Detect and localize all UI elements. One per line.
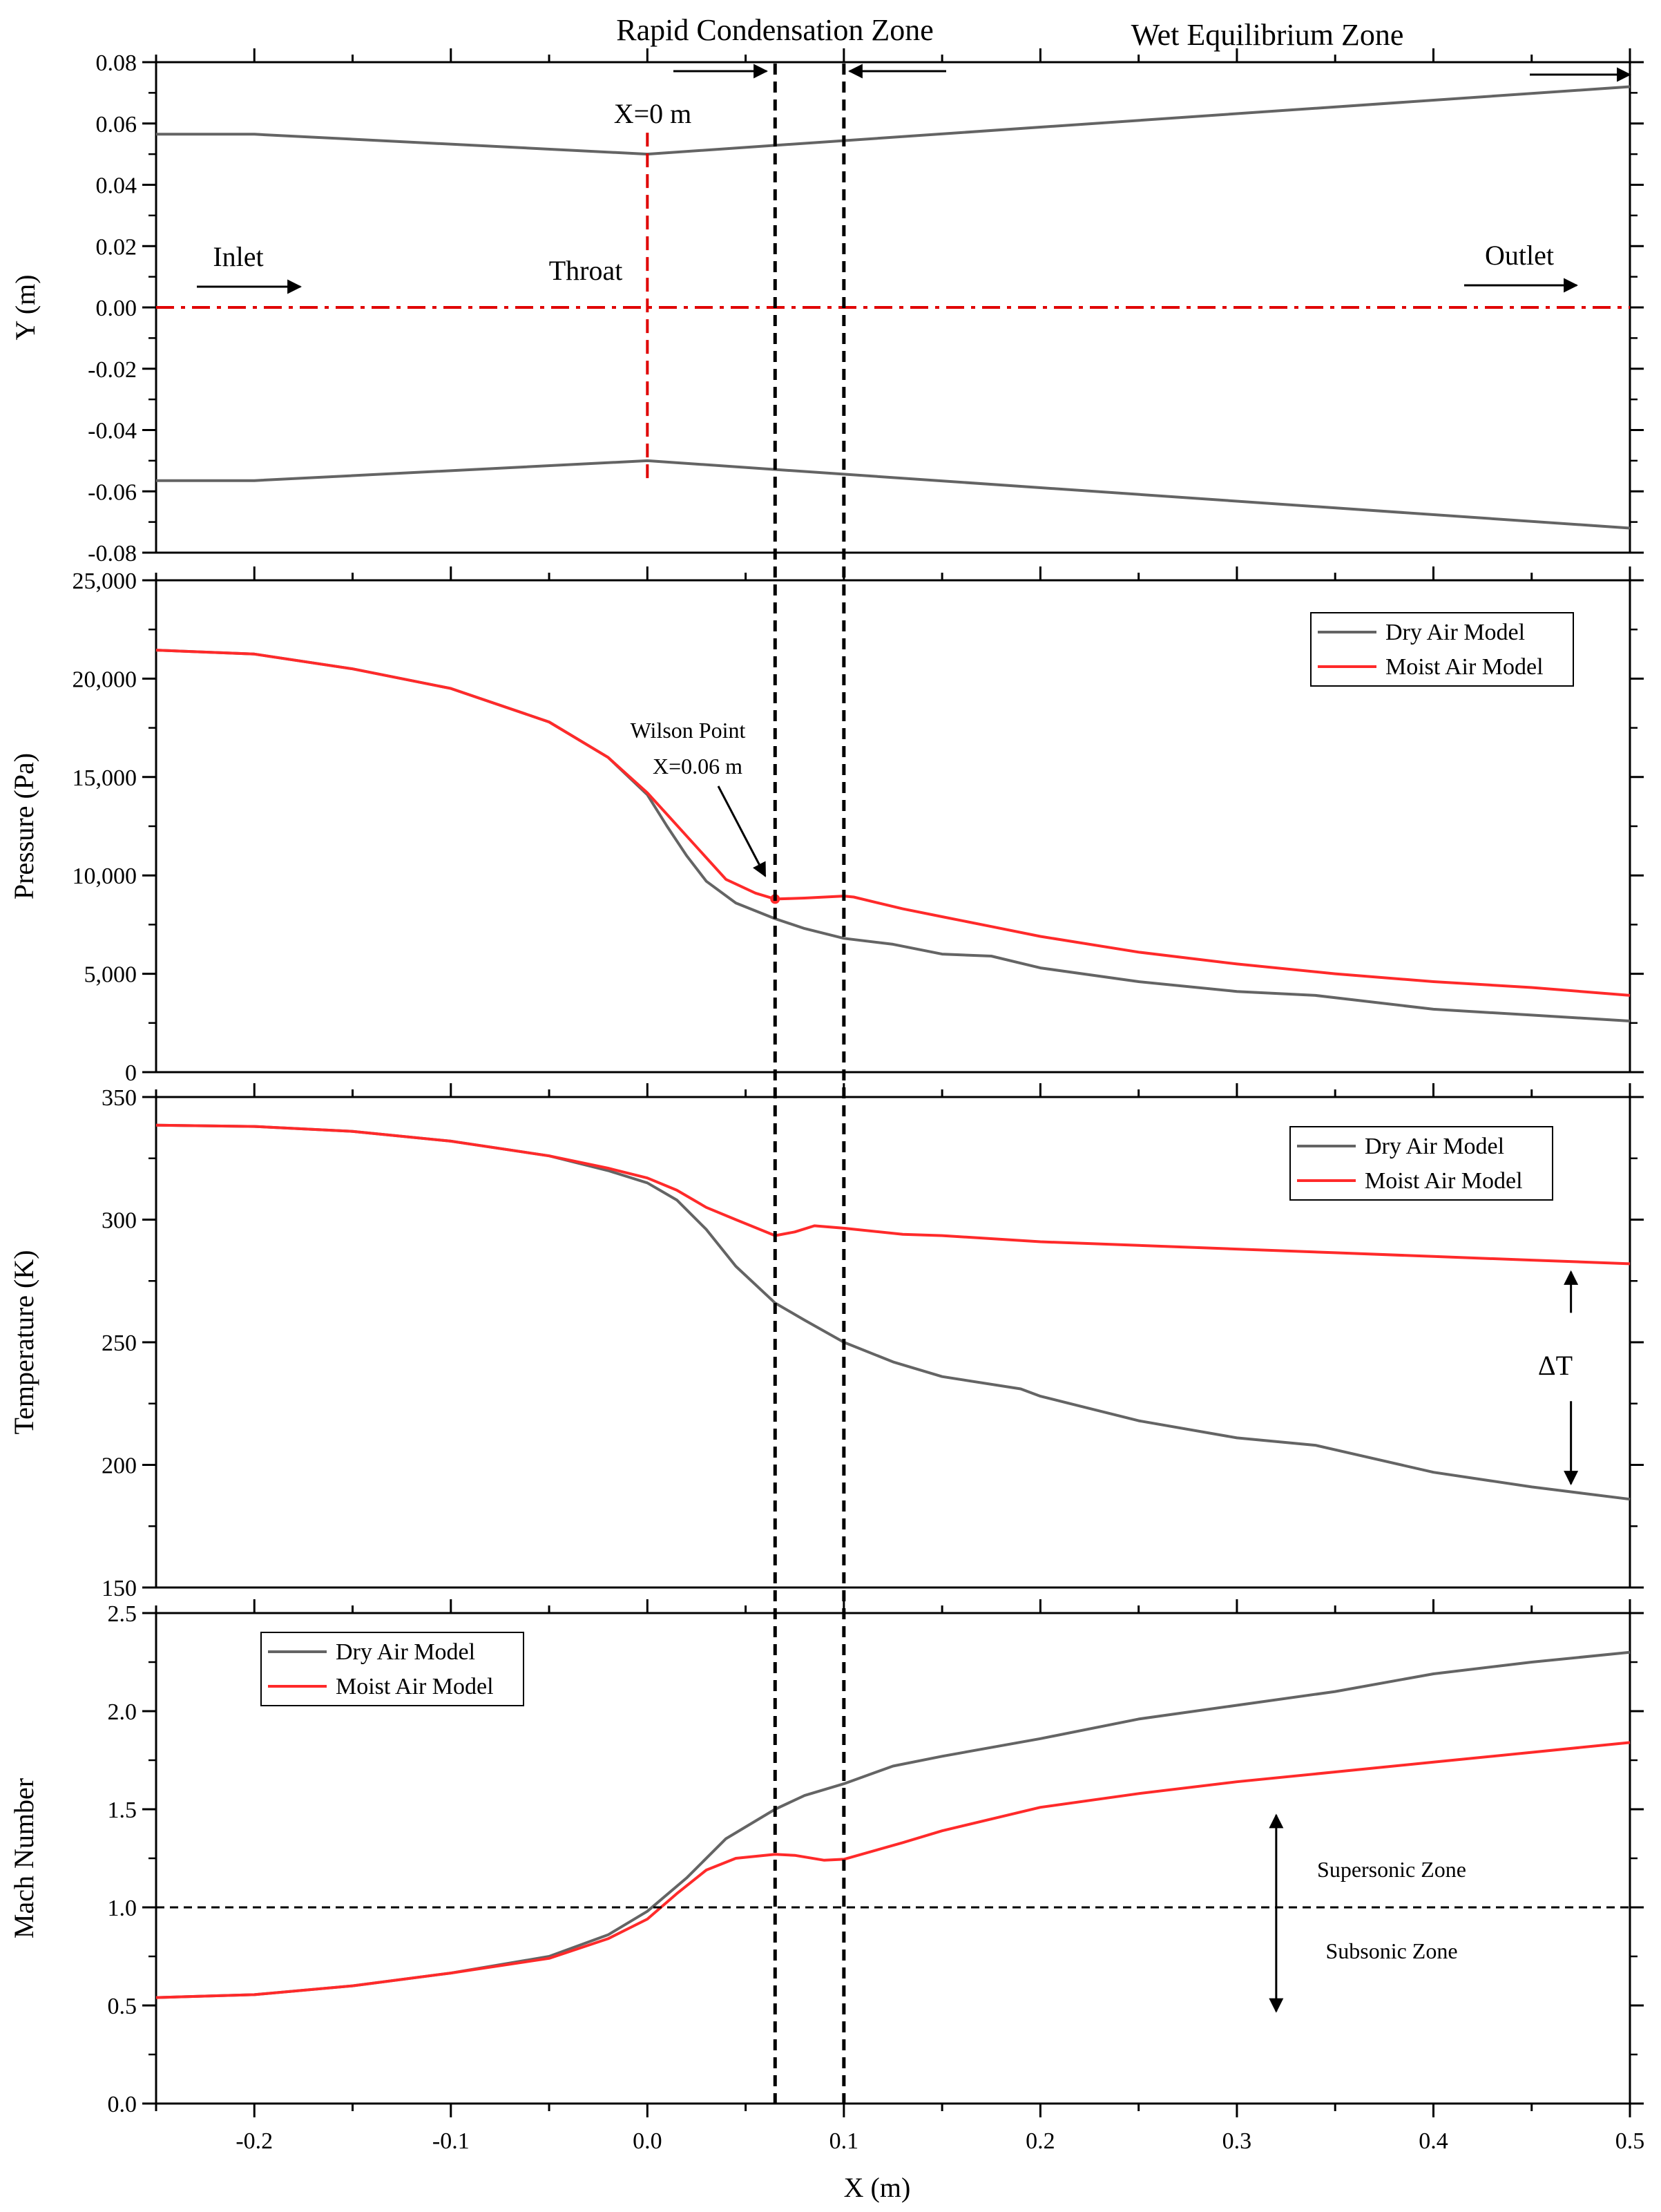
wilson-point-label: Wilson Point (631, 718, 746, 743)
geometry-panel: -0.08 -0.06 -0.04 -0.02 0.00 0.02 0.04 0.06 0.08… (10, 48, 1644, 566)
geometry-ytick-label: -0.02 (88, 357, 137, 383)
rapid-condensation-zone-label: Rapid Condensation Zone (616, 13, 934, 47)
pressure-ytick-label: 5,000 (84, 962, 137, 988)
mach-ytick-label: 2.5 (108, 1601, 137, 1627)
mach-series-moist-air-model (155, 1741, 1631, 1999)
pressure-legend-label: Moist Air Model (1385, 654, 1544, 680)
mach-legend-label: Dry Air Model (336, 1639, 475, 1665)
subsonic-zone-label: Subsonic Zone (1325, 1938, 1457, 1963)
mach-ytick-label: 0.0 (108, 2092, 137, 2117)
temperature-legend-label: Moist Air Model (1365, 1168, 1523, 1194)
mach-ytick-label: 1.0 (108, 1896, 137, 1921)
x-tick-label: 0.0 (633, 2128, 662, 2154)
x-tick-label: 0.2 (1026, 2128, 1055, 2154)
wilson-point-position-label: X=0.06 m (653, 754, 742, 779)
throat-label: Throat (549, 255, 623, 286)
pressure-legend-box (1310, 612, 1574, 687)
pressure-ytick-label: 0 (125, 1060, 137, 1086)
geometry-ytick-label: 0.04 (96, 173, 137, 199)
inlet-label: Inlet (213, 241, 263, 272)
throat-position-label: X=0 m (614, 98, 692, 129)
pressure-series-dry-air-model (155, 649, 1631, 1022)
x-tick-label: -0.2 (236, 2128, 273, 2154)
x-tick-label: -0.1 (432, 2128, 470, 2154)
geometry-ytick-label: 0.02 (96, 234, 137, 260)
pressure-panel: 0 5,000 10,000 15,000 20,000 25,000 Pressure (… (8, 566, 1644, 1086)
wilson-point-arrow (717, 785, 767, 877)
temperature-ytick-label: 250 (102, 1331, 137, 1356)
mach-ytick-label: 0.5 (108, 1994, 137, 2019)
geometry-ytick-label: -0.04 (88, 419, 137, 444)
temperature-ytick-label: 300 (102, 1208, 137, 1234)
geometry-ytick-label: 0.08 (96, 50, 137, 76)
x-tick-label: 0.4 (1419, 2128, 1448, 2154)
temperature-legend-label: Dry Air Model (1365, 1134, 1504, 1159)
geometry-y-axis-title: Y (m) (10, 274, 41, 340)
mach-y-axis-title: Mach Number (8, 1778, 39, 1938)
pressure-ytick-label: 15,000 (73, 765, 137, 791)
temperature-ytick-label: 200 (102, 1453, 137, 1479)
pressure-legend-label: Dry Air Model (1385, 620, 1525, 645)
geometry-ytick-label: 0.06 (96, 112, 137, 137)
x-tick-label: 0.3 (1222, 2128, 1252, 2154)
mach-legend-label: Moist Air Model (336, 1674, 494, 1699)
wet-equilibrium-zone-label: Wet Equilibrium Zone (1131, 18, 1404, 52)
temperature-y-axis-title: Temperature (K) (8, 1250, 39, 1434)
geometry-series-upper-wall (156, 85, 1631, 156)
mach-panel: 0.0 0.5 1.0 1.5 2.0 2.5 Mach Number Dry Air Mod… (8, 1599, 1644, 2154)
mach-ytick-label: 2.0 (108, 1699, 137, 1725)
x-axis-title: X (m) (844, 2172, 911, 2203)
temperature-ytick-label: 350 (102, 1085, 137, 1111)
pressure-ytick-label: 10,000 (73, 864, 137, 889)
x-tick-label: 0.1 (829, 2128, 859, 2154)
temperature-panel: 150 200 250 300 350 Temperature (K) Dry Air Mo… (8, 1083, 1644, 1601)
temperature-series-moist-air-model (155, 1123, 1631, 1266)
geometry-ytick-label: -0.08 (88, 541, 137, 566)
pressure-series-moist-air-model (155, 649, 1631, 997)
geometry-ytick-label: -0.06 (88, 479, 137, 505)
pressure-y-axis-title: Pressure (Pa) (8, 753, 39, 899)
zone-divider-lines (773, 64, 846, 2104)
geometry-series-lower-wall (156, 459, 1631, 530)
mach-ytick-label: 1.5 (108, 1798, 137, 1823)
temperature-ytick-label: 150 (102, 1576, 137, 1601)
delta-t-label: ΔT (1538, 1350, 1573, 1381)
mach-legend-box (260, 1632, 524, 1706)
geometry-ytick-label: 0.00 (96, 296, 137, 321)
supersonic-zone-label: Supersonic Zone (1317, 1857, 1466, 1882)
outlet-label: Outlet (1485, 240, 1554, 271)
pressure-ytick-label: 20,000 (73, 667, 137, 692)
pressure-ytick-label: 25,000 (73, 569, 137, 594)
temperature-legend-box (1289, 1126, 1553, 1201)
x-tick-label: 0.5 (1615, 2128, 1645, 2154)
